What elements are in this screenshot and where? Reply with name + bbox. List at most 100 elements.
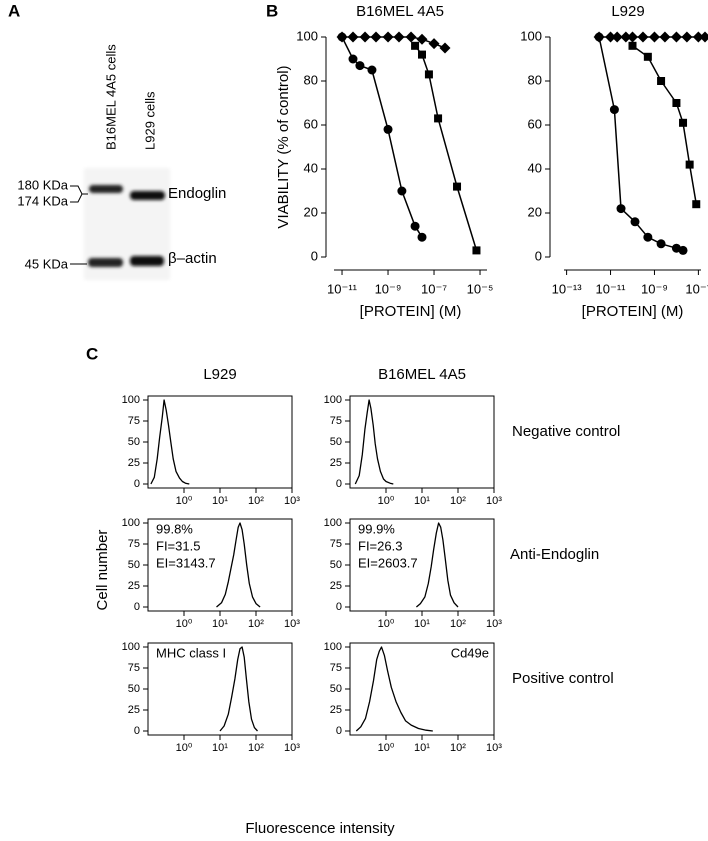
marker [616,204,626,214]
marker [411,41,420,50]
x-tick-label: 10⁰ [176,618,193,630]
x-tick-label: 10³ [486,742,502,754]
band-label: Endoglin [168,185,226,202]
marker [637,31,649,43]
y-tick-label: 80 [304,72,318,87]
chart-title: L929 [611,3,644,20]
annotation: 99.9% [358,521,395,536]
y-tick-label: 0 [336,601,342,613]
marker [383,124,393,134]
y-tick-label: 0 [336,478,342,490]
annotation: Cd49e [451,645,489,660]
y-tick-label: 50 [330,683,342,695]
series-line [354,399,394,485]
annotation: 99.8% [156,521,193,536]
marker [692,31,704,43]
marker [670,31,682,43]
marker [643,232,653,242]
marker [648,31,660,43]
y-tick-label: 100 [520,28,542,43]
lane-label: L929 cells [142,91,157,150]
marker [359,31,371,43]
marker [620,31,632,43]
x-tick-label: 10² [450,495,466,507]
x-tick-label: 10³ [284,618,300,630]
marker [472,246,481,255]
marker [628,41,637,50]
x-tick-label: 10⁻⁷ [421,281,447,296]
marker [417,232,427,242]
marker-label: 174 KDa [17,193,68,208]
x-tick-label: 10² [450,742,466,754]
y-tick-label: 75 [330,415,342,427]
x-tick-label: 10² [248,618,264,630]
x-tick-label: 10¹ [212,742,228,754]
y-tick-label: 0 [535,248,542,263]
chart-title: B16MEL 4A5 [356,3,444,20]
x-tick-label: 10⁰ [176,495,193,507]
y-tick-label: 75 [128,415,140,427]
marker [630,217,640,227]
marker [594,32,604,42]
marker [611,31,623,43]
marker [382,31,394,43]
x-tick-label: 10⁰ [378,742,395,754]
y-tick-label: 100 [122,641,140,653]
x-tick-label: 10² [248,495,264,507]
y-tick-label: 75 [128,538,140,550]
y-tick-label: 20 [304,204,318,219]
marker [418,50,426,59]
y-tick-label: 25 [128,704,140,716]
marker-label: 180 KDa [17,177,68,192]
panel-letter: B [266,1,278,20]
annotation: MHC class I [156,645,226,660]
y-tick-label: 75 [128,662,140,674]
series-line [150,399,190,485]
y-tick-label: 25 [330,704,342,716]
marker [699,31,708,43]
marker [370,31,382,43]
y-tick-label: 60 [304,116,318,131]
x-tick-label: 10² [248,742,264,754]
x-tick-label: 10⁻⁵ [467,281,494,296]
x-tick-label: 10² [450,618,466,630]
annotation: FI=31.5 [156,538,200,553]
marker [679,118,688,127]
x-tick-label: 10⁻¹³ [552,281,583,296]
x-tick-label: 10¹ [212,618,228,630]
y-tick-label: 80 [528,72,542,87]
band-label: β–actin [168,250,217,267]
y-tick-label: 50 [128,436,140,448]
x-tick-label: 10⁻⁹ [375,281,402,296]
y-tick-label: 50 [128,559,140,571]
band [130,191,165,200]
marker [355,61,365,71]
x-tick-label: 10⁰ [176,742,193,754]
marker [692,200,701,209]
x-tick-label: 10¹ [414,618,430,630]
y-tick-label: 0 [134,725,140,737]
marker [393,31,405,43]
band [88,258,123,267]
x-tick-label: 10³ [284,495,300,507]
y-tick-label: 50 [330,436,342,448]
marker [337,32,347,42]
marker [657,77,666,85]
x-tick-label: 10⁰ [378,495,395,507]
marker [439,42,451,54]
y-tick-label: 40 [528,160,542,175]
marker-bracket [70,193,83,203]
marker [643,52,652,61]
annotation: EI=2603.7 [358,555,418,570]
panel-letter: A [8,1,20,20]
row-label: Anti-Endoglin [510,546,599,563]
marker [681,31,693,43]
marker [367,65,377,75]
y-tick-label: 25 [128,580,140,592]
annotation: FI=26.3 [358,538,402,553]
row-label: Negative control [512,423,620,440]
y-axis-label: Cell number [94,530,111,611]
x-tick-label: 10³ [284,742,300,754]
